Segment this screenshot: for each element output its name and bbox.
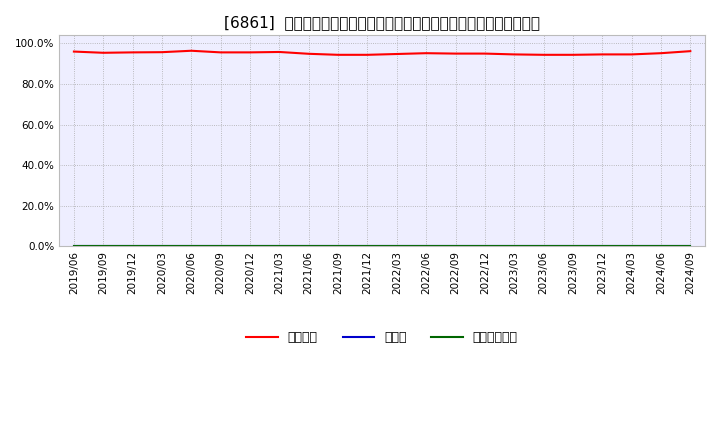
繰延税金資産 <box>598 244 606 249</box>
自己資本 <box>598 52 606 57</box>
自己資本 <box>510 52 518 57</box>
繰延税金資産 <box>657 244 665 249</box>
繰延税金資産 <box>128 244 137 249</box>
自己資本 <box>216 50 225 55</box>
自己資本 <box>334 52 343 58</box>
自己資本 <box>70 49 78 54</box>
自己資本 <box>657 51 665 56</box>
自己資本 <box>305 51 313 56</box>
自己資本 <box>246 50 254 55</box>
のれん <box>422 244 431 249</box>
繰延税金資産 <box>216 244 225 249</box>
繰延税金資産 <box>627 244 636 249</box>
のれん <box>451 244 460 249</box>
のれん <box>686 244 695 249</box>
自己資本 <box>363 52 372 58</box>
繰延税金資産 <box>99 244 107 249</box>
自己資本 <box>539 52 548 58</box>
のれん <box>305 244 313 249</box>
繰延税金資産 <box>569 244 577 249</box>
のれん <box>99 244 107 249</box>
繰延税金資産 <box>363 244 372 249</box>
のれん <box>128 244 137 249</box>
のれん <box>334 244 343 249</box>
自己資本 <box>158 50 166 55</box>
自己資本 <box>627 52 636 57</box>
のれん <box>539 244 548 249</box>
のれん <box>569 244 577 249</box>
のれん <box>216 244 225 249</box>
のれん <box>392 244 401 249</box>
Legend: 自己資本, のれん, 繰延税金資産: 自己資本, のれん, 繰延税金資産 <box>241 326 523 349</box>
自己資本 <box>451 51 460 56</box>
繰延税金資産 <box>158 244 166 249</box>
のれん <box>246 244 254 249</box>
繰延税金資産 <box>451 244 460 249</box>
Line: 自己資本: 自己資本 <box>74 51 690 55</box>
自己資本 <box>392 51 401 57</box>
のれん <box>627 244 636 249</box>
自己資本 <box>275 49 284 55</box>
繰延税金資産 <box>686 244 695 249</box>
繰延税金資産 <box>422 244 431 249</box>
繰延税金資産 <box>275 244 284 249</box>
自己資本 <box>480 51 489 56</box>
自己資本 <box>99 50 107 55</box>
繰延税金資産 <box>305 244 313 249</box>
Title: [6861]  自己資本、のれん、繰延税金資産の総資産に対する比率の推移: [6861] 自己資本、のれん、繰延税金資産の総資産に対する比率の推移 <box>224 15 540 30</box>
繰延税金資産 <box>246 244 254 249</box>
自己資本 <box>187 48 196 53</box>
繰延税金資産 <box>480 244 489 249</box>
のれん <box>598 244 606 249</box>
のれん <box>510 244 518 249</box>
のれん <box>70 244 78 249</box>
のれん <box>275 244 284 249</box>
のれん <box>158 244 166 249</box>
のれん <box>657 244 665 249</box>
のれん <box>363 244 372 249</box>
繰延税金資産 <box>187 244 196 249</box>
自己資本 <box>569 52 577 58</box>
自己資本 <box>422 51 431 56</box>
のれん <box>187 244 196 249</box>
繰延税金資産 <box>539 244 548 249</box>
繰延税金資産 <box>70 244 78 249</box>
のれん <box>480 244 489 249</box>
繰延税金資産 <box>334 244 343 249</box>
繰延税金資産 <box>392 244 401 249</box>
自己資本 <box>128 50 137 55</box>
繰延税金資産 <box>510 244 518 249</box>
自己資本 <box>686 48 695 54</box>
